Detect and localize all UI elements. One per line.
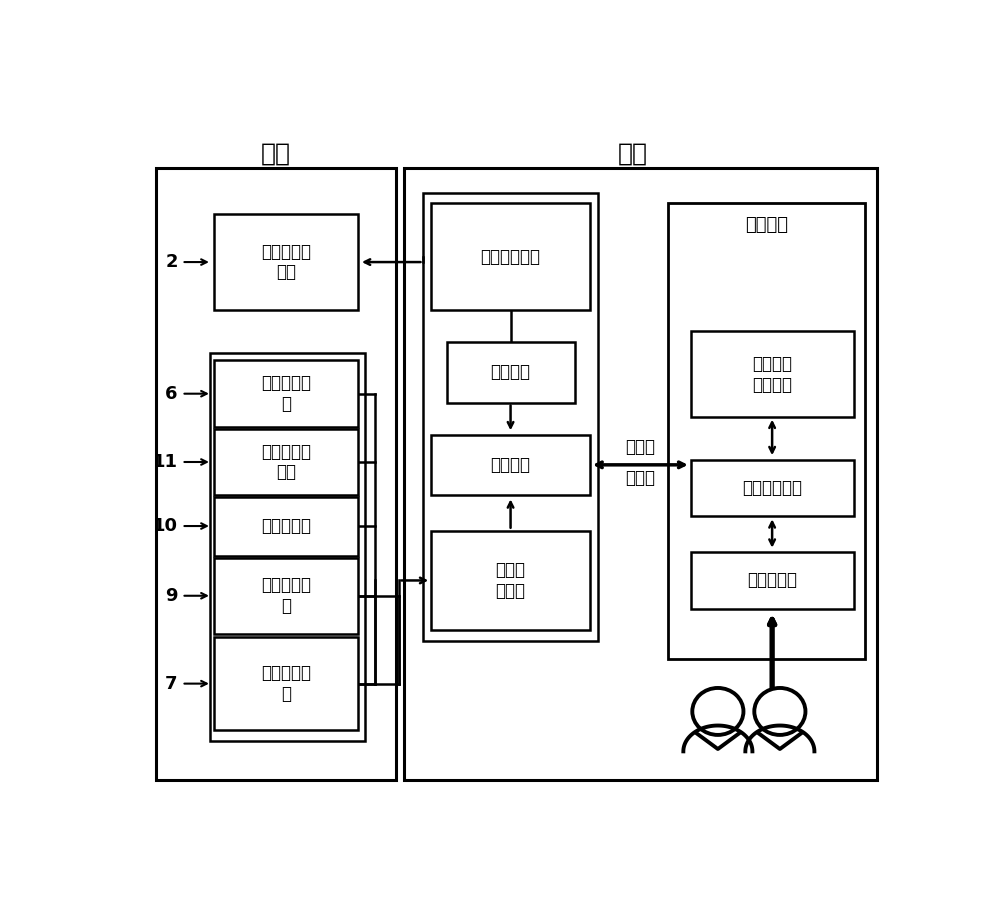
FancyBboxPatch shape: [691, 332, 854, 417]
FancyBboxPatch shape: [214, 638, 358, 730]
FancyBboxPatch shape: [691, 459, 854, 517]
Circle shape: [692, 688, 743, 735]
FancyBboxPatch shape: [214, 429, 358, 495]
Text: 红外光接收
器: 红外光接收 器: [261, 374, 311, 413]
FancyBboxPatch shape: [404, 168, 877, 780]
Text: 议模块: 议模块: [625, 468, 655, 487]
Text: 11: 11: [153, 453, 178, 471]
Text: 生理参数
检测模块: 生理参数 检测模块: [752, 355, 792, 394]
FancyBboxPatch shape: [691, 552, 854, 609]
FancyBboxPatch shape: [431, 203, 590, 310]
FancyBboxPatch shape: [668, 203, 865, 659]
Text: 红外辐射传
感器: 红外辐射传 感器: [261, 443, 311, 481]
Text: 远端热敏电
阻: 远端热敏电 阻: [261, 664, 311, 703]
Text: 2: 2: [165, 253, 178, 271]
Text: 10: 10: [153, 517, 178, 535]
FancyBboxPatch shape: [447, 342, 574, 403]
Text: 数据处理模块: 数据处理模块: [481, 248, 541, 266]
FancyBboxPatch shape: [156, 168, 396, 780]
FancyBboxPatch shape: [210, 353, 365, 740]
Text: 用户交互模块: 用户交互模块: [742, 479, 802, 497]
Text: 7: 7: [165, 675, 178, 693]
FancyBboxPatch shape: [214, 496, 358, 555]
Text: 探头: 探头: [261, 141, 291, 165]
Text: 平板电脑: 平板电脑: [745, 215, 788, 234]
FancyBboxPatch shape: [423, 193, 598, 641]
Text: 近端热敏电
阻: 近端热敏电 阻: [261, 577, 311, 615]
Text: 红外光发射
阵列: 红外光发射 阵列: [261, 243, 311, 282]
Text: 微处理器: 微处理器: [491, 456, 531, 474]
FancyBboxPatch shape: [431, 434, 590, 495]
Text: 通信协: 通信协: [625, 438, 655, 456]
Text: 湿度传感器: 湿度传感器: [261, 517, 311, 535]
FancyBboxPatch shape: [214, 214, 358, 310]
FancyBboxPatch shape: [431, 530, 590, 630]
Circle shape: [754, 688, 805, 735]
Text: 6: 6: [165, 384, 178, 403]
Text: 信号调
理单元: 信号调 理单元: [496, 561, 526, 600]
Text: 触摸显示屏: 触摸显示屏: [747, 571, 797, 590]
Text: 存储单元: 存储单元: [491, 363, 531, 382]
FancyBboxPatch shape: [214, 558, 358, 634]
Text: 主机: 主机: [618, 141, 648, 165]
FancyBboxPatch shape: [214, 359, 358, 428]
Text: 9: 9: [165, 587, 178, 604]
